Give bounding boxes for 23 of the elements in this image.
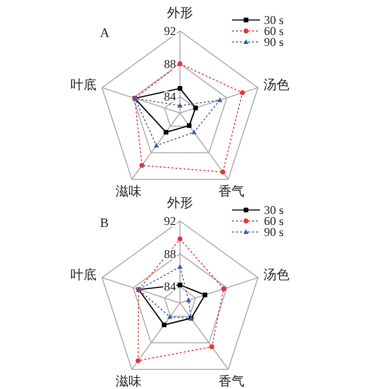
- text: B: [100, 215, 109, 230]
- spoke-label: 滋味: [115, 373, 142, 388]
- legend-label: 90 s: [264, 35, 284, 49]
- y-tick-label: 84: [164, 90, 176, 104]
- legend-label: 30 s: [264, 203, 284, 217]
- spoke-label: 叶底: [70, 77, 96, 92]
- y-tick-label: 88: [164, 56, 176, 71]
- y-tick-label: 92: [164, 214, 176, 228]
- spoke-label: 汤色: [264, 77, 290, 92]
- spoke-label: 香气: [218, 373, 245, 388]
- legend-label: 90 s: [264, 225, 284, 239]
- spoke-label: 外形: [167, 195, 193, 210]
- spoke-label: 汤色: [264, 267, 290, 282]
- spoke-label: 外形: [167, 5, 193, 20]
- text: A: [100, 25, 110, 40]
- y-tick-label: 92: [164, 24, 176, 38]
- legend-label: 30 s: [264, 13, 284, 27]
- legend-label: 60 s: [264, 24, 284, 38]
- y-tick-label: 88: [164, 246, 176, 261]
- legend-label: 60 s: [264, 214, 284, 228]
- spoke-label: 香气: [218, 183, 245, 198]
- spoke-label: 叶底: [70, 267, 96, 282]
- spoke-label: 滋味: [115, 183, 142, 198]
